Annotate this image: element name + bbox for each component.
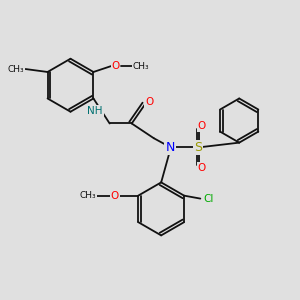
Text: O: O (111, 61, 120, 71)
Text: CH₃: CH₃ (80, 191, 97, 200)
Text: Cl: Cl (203, 194, 214, 204)
Text: CH₃: CH₃ (132, 61, 149, 70)
Text: O: O (197, 122, 206, 131)
Text: S: S (194, 141, 202, 154)
Text: O: O (110, 190, 119, 201)
Text: O: O (145, 97, 154, 107)
Text: O: O (197, 163, 206, 173)
Text: N: N (165, 141, 175, 154)
Text: NH: NH (87, 106, 103, 116)
Text: CH₃: CH₃ (8, 64, 24, 74)
